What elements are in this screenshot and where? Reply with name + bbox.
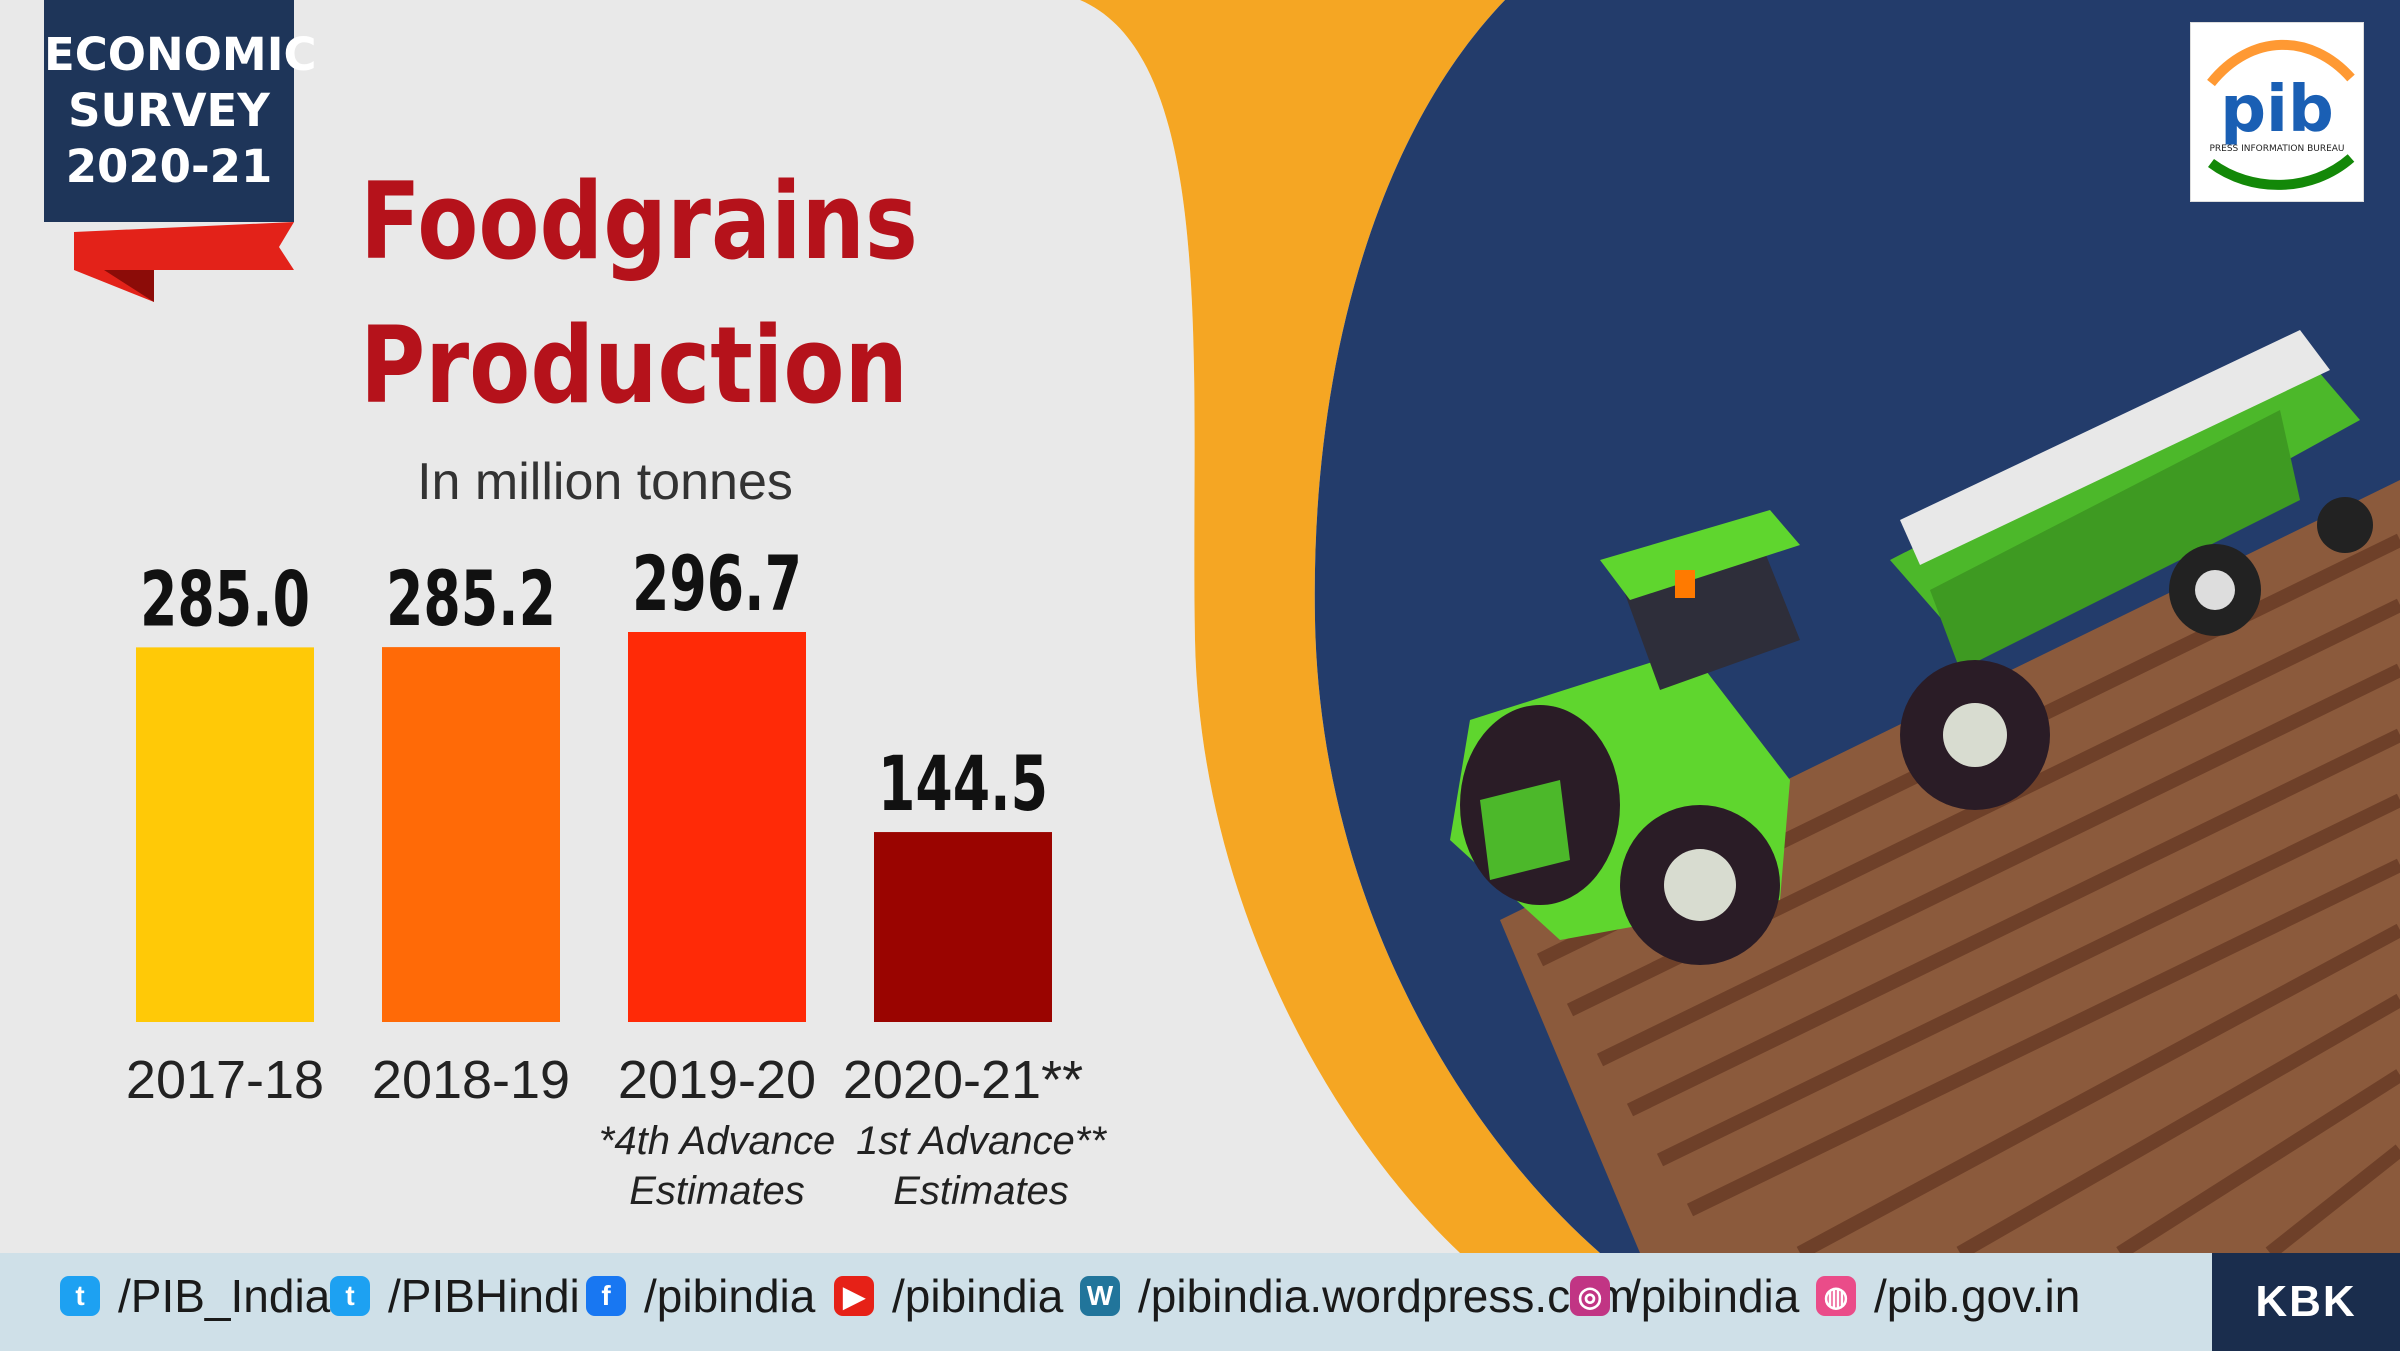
light-panel <box>0 0 1460 1253</box>
bar-value-label: 296.7 <box>632 539 802 628</box>
estimate-note-line-1: *4th Advance <box>599 1119 835 1163</box>
x-tick-label: 2020-21** <box>843 1050 1083 1110</box>
estimate-note-line-2: Estimates <box>629 1169 805 1213</box>
chart-title: Foodgrains Production <box>360 150 918 438</box>
social-link-text: /pibindia <box>892 1270 1064 1322</box>
bar-2019-20 <box>628 632 806 1022</box>
economic-survey-badge: ECONOMIC SURVEY 2020-21 <box>44 0 317 222</box>
orange-arc <box>1080 0 1600 1253</box>
pib-logo: pib PRESS INFORMATION BUREAU <box>2190 22 2364 202</box>
pib-logo-icon: pib PRESS INFORMATION BUREAU <box>2207 39 2355 190</box>
youtube-icon: ▶ <box>834 1276 874 1316</box>
x-tick-label: 2017-18 <box>126 1050 324 1110</box>
estimate-note-line-1: 1st Advance** <box>856 1119 1107 1163</box>
facebook-icon: f <box>586 1276 626 1316</box>
x-tick-label: 2018-19 <box>372 1050 570 1110</box>
social-link-text: /pib.gov.in <box>1874 1270 2081 1322</box>
bar-2018-19 <box>382 647 560 1022</box>
credit-badge: KBK <box>2212 1253 2400 1351</box>
social-link[interactable]: t/PIB_India <box>60 1266 330 1326</box>
pib-logo-caption: PRESS INFORMATION BUREAU <box>2209 144 2344 154</box>
tractor-illustration <box>1450 330 2373 965</box>
chart-title-line-2: Production <box>360 304 908 427</box>
badge-line-1: ECONOMIC <box>44 28 317 81</box>
social-link-text: /PIBHindi <box>388 1270 580 1322</box>
social-link-text: /pibindia <box>1628 1270 1800 1322</box>
dribbble-icon: ◍ <box>1816 1276 1856 1316</box>
ribbon-icon <box>74 222 294 302</box>
pib-logo-mark: pib <box>2220 73 2334 147</box>
estimate-note-line-2: Estimates <box>893 1169 1069 1213</box>
social-link[interactable]: ◎ /pibindia <box>1570 1266 1799 1326</box>
social-link-text: /PIB_India <box>118 1270 331 1322</box>
wordpress-icon: W <box>1080 1276 1120 1316</box>
twitter-icon: t <box>60 1276 100 1316</box>
social-link-text: /pibindia.wordpress.com <box>1138 1270 1635 1322</box>
bar-2020-21** <box>874 832 1052 1022</box>
bar-value-label: 285.2 <box>386 554 556 643</box>
x-tick-label: 2019-20 <box>618 1050 816 1110</box>
social-link[interactable]: ▶ /pibindia <box>834 1266 1063 1326</box>
social-link[interactable]: t/PIBHindi <box>330 1266 580 1326</box>
instagram-icon: ◎ <box>1570 1276 1610 1316</box>
social-link[interactable]: ◍ /pib.gov.in <box>1816 1266 2080 1326</box>
bar-value-label: 285.0 <box>140 554 310 643</box>
bar-2017-18 <box>136 647 314 1022</box>
badge-line-2: SURVEY <box>68 84 270 137</box>
chart-subtitle: In million tonnes <box>417 453 793 511</box>
social-link[interactable]: W/pibindia.wordpress.com <box>1080 1266 1634 1326</box>
social-link-text: /pibindia <box>644 1270 816 1322</box>
field-illustration <box>1500 480 2400 1260</box>
chart-title-line-1: Foodgrains <box>360 160 918 283</box>
social-link[interactable]: f/pibindia <box>586 1266 815 1326</box>
bar-value-label: 144.5 <box>878 739 1048 828</box>
footer-bar <box>0 1253 2400 1351</box>
twitter-icon: t <box>330 1276 370 1316</box>
badge-line-3: 2020-21 <box>65 140 273 193</box>
